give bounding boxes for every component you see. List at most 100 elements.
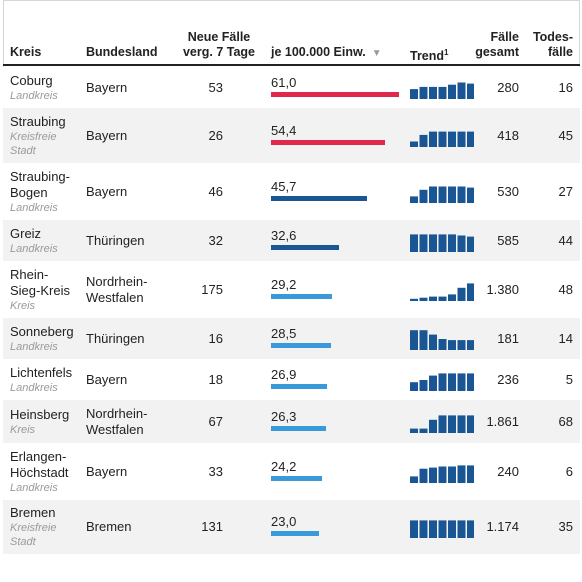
header-faelle-gesamt[interactable]: Fälle gesamt [463, 30, 519, 60]
trend-bar [429, 334, 437, 350]
trend-bar [448, 294, 456, 301]
rate-value: 54,4 [271, 123, 297, 138]
rate-value: 24,2 [271, 459, 297, 474]
trend-bar [429, 296, 437, 301]
trend-bar [448, 84, 456, 99]
trend-bar [438, 234, 447, 252]
todesfaelle-value: 35 [558, 519, 573, 534]
kreis-type: Stadt [10, 145, 36, 157]
table-row[interactable]: Coburg Landkreis Bayern 53 61,0 280 16 [3, 67, 580, 108]
rate-bar [271, 196, 367, 201]
header-kreis[interactable]: Kreis [10, 45, 42, 59]
kreis-name: Coburg [10, 73, 53, 88]
table-row[interactable]: Rhein- Sieg-Kreis Kreis Nordrhein- Westfalen… [3, 261, 580, 318]
kreis-type: Landkreis [10, 243, 58, 255]
trend-bar [457, 287, 466, 301]
neue-faelle-value: 16 [208, 331, 223, 346]
trend-bar [457, 82, 466, 99]
kreis-name: Heinsberg [10, 407, 70, 422]
trend-bar [457, 186, 466, 203]
trend-bar [467, 83, 474, 99]
trend-bar [457, 340, 466, 350]
table-row[interactable]: Greiz Landkreis Thüringen 32 32,6 585 44 [3, 220, 580, 261]
kreis-name: Bremen [10, 505, 56, 520]
kreis-name: Sonneberg [10, 324, 74, 339]
trend-bar [419, 189, 428, 203]
neue-faelle-value: 67 [208, 414, 223, 429]
header-tode-line1: Todes- [532, 30, 573, 44]
header-je100k[interactable]: je 100.000 Einw. ▼ [271, 45, 382, 61]
trend-bar [429, 186, 437, 203]
kreis-name: Höchstadt [10, 465, 69, 480]
trend-bar [410, 520, 418, 538]
trend-sparkline [410, 520, 474, 538]
trend-bar [419, 297, 428, 301]
sort-desc-icon[interactable]: ▼ [371, 48, 382, 59]
header-neue-faelle[interactable]: Neue Fälle verg. 7 Tage [171, 30, 267, 60]
neue-faelle-value: 32 [208, 233, 223, 248]
faelle-gesamt-value: 280 [497, 80, 519, 95]
trend-sparkline [410, 131, 474, 147]
rate-value: 26,3 [271, 409, 297, 424]
rate-bar [271, 384, 327, 389]
table-row[interactable]: Bremen Kreisfreie Stadt Bremen 131 23,0 1.174 3… [3, 500, 580, 554]
trend-bar [438, 296, 447, 301]
trend-bar [429, 375, 437, 391]
rate-value: 23,0 [271, 514, 297, 529]
bundesland-value: Nordrhein- [86, 274, 148, 289]
trend-bar [438, 520, 447, 538]
trend-bar [457, 373, 466, 391]
kreis-name: Greiz [10, 226, 42, 241]
table-row[interactable]: Straubing Kreisfreie Stadt Bayern 26 54,4 418 4… [3, 108, 580, 163]
trend-bar [410, 196, 418, 203]
trend-bar [467, 465, 474, 483]
bundesland-value: Bremen [86, 519, 132, 534]
neue-faelle-value: 33 [208, 464, 223, 479]
rate-bar [271, 476, 322, 481]
header-neue-faelle-line2: verg. 7 Tage [182, 45, 256, 59]
table-header: Kreis Bundesland Neue Fälle verg. 7 Tage… [3, 0, 580, 66]
trend-bar [467, 283, 474, 301]
table-row[interactable]: Straubing- Bogen Landkreis Bayern 46 45,7 530 2… [3, 163, 580, 220]
kreis-name: Bogen [10, 185, 48, 200]
trend-bar [457, 131, 466, 147]
trend-bar [448, 415, 456, 433]
trend-bar [448, 373, 456, 391]
trend-bar [448, 186, 456, 203]
header-trend-footnote: 1 [444, 48, 449, 57]
trend-bar [410, 89, 418, 99]
bundesland-value: Bayern [86, 80, 128, 95]
todesfaelle-value: 45 [558, 128, 573, 143]
kreis-type: Landkreis [10, 382, 58, 394]
neue-faelle-value: 26 [208, 128, 223, 143]
bundesland-value: Thüringen [86, 331, 145, 346]
rate-bar [271, 92, 399, 97]
trend-bar [467, 373, 474, 391]
kreis-type: Kreisfreie [10, 131, 57, 143]
kreis-type: Landkreis [10, 90, 58, 102]
table-row[interactable]: Lichtenfels Landkreis Bayern 18 26,9 236 5 [3, 359, 580, 400]
neue-faelle-value: 175 [201, 282, 223, 297]
header-todesfaelle[interactable]: Todes- fälle [525, 30, 573, 60]
trend-bar [438, 466, 447, 483]
faelle-gesamt-value: 236 [497, 372, 519, 387]
kreis-name: Lichtenfels [10, 365, 73, 380]
todesfaelle-value: 27 [558, 184, 573, 199]
table-row[interactable]: Sonneberg Landkreis Thüringen 16 28,5 181 14 [3, 318, 580, 359]
header-trend-label: Trend [410, 49, 445, 64]
trend-bar [457, 235, 466, 252]
trend-bar [457, 415, 466, 433]
kreis-type: Kreis [10, 300, 36, 312]
trend-bar [457, 465, 466, 483]
trend-bar [429, 131, 437, 147]
todesfaelle-value: 44 [558, 233, 573, 248]
trend-bar [438, 186, 447, 203]
kreis-name: Straubing- [10, 169, 70, 184]
table-row[interactable]: Erlangen- Höchstadt Landkreis Bayern 33 24,2 2… [3, 443, 580, 500]
rate-value: 26,9 [271, 367, 297, 382]
faelle-gesamt-value: 181 [497, 331, 519, 346]
trend-bar [467, 520, 474, 538]
header-bundesland[interactable]: Bundesland [86, 45, 158, 59]
todesfaelle-value: 48 [558, 282, 573, 297]
table-row[interactable]: Heinsberg Kreis Nordrhein- Westfalen 67 26,3 1… [3, 400, 580, 443]
